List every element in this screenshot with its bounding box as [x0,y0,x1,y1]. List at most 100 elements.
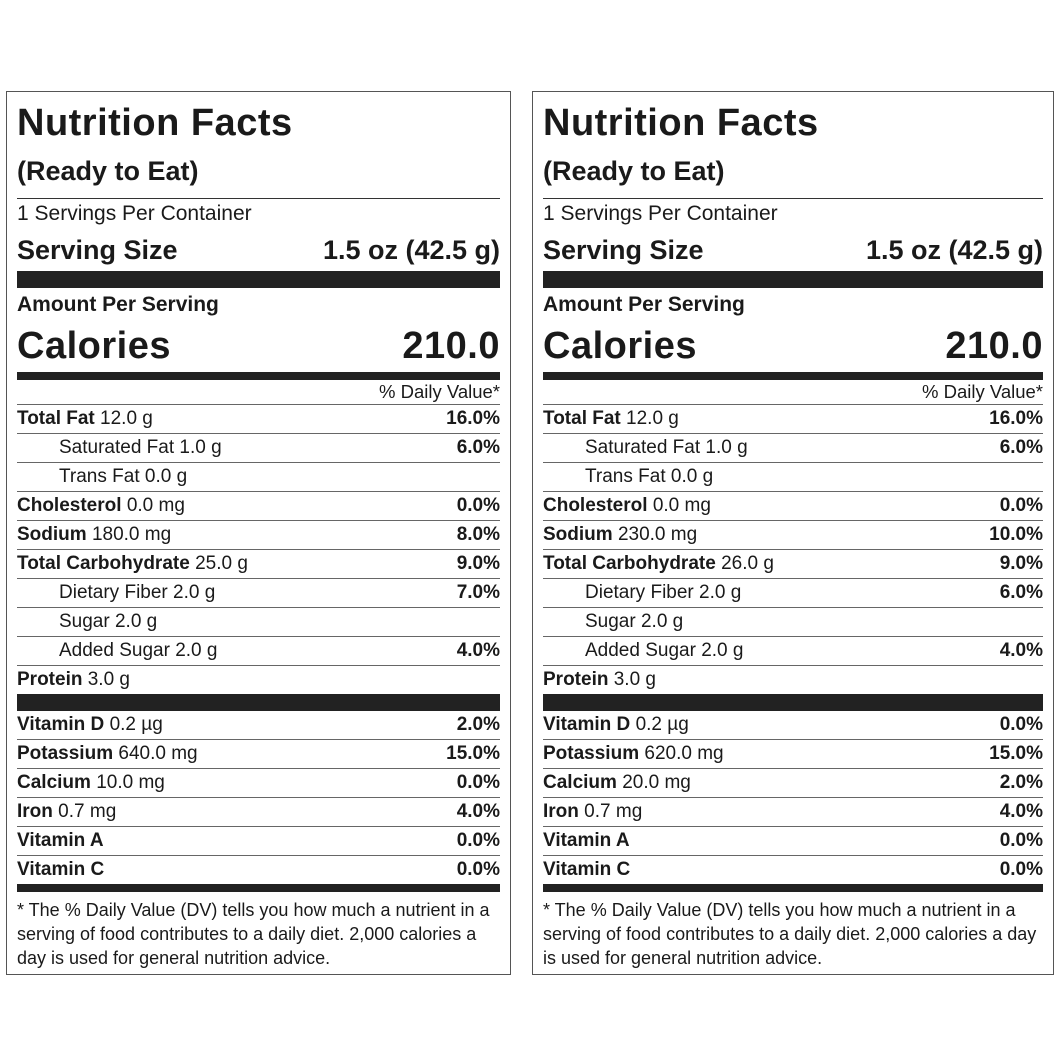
vitamin-row: Vitamin A 0.0% [17,826,500,855]
nutrient-name: Total Fat [17,408,95,429]
footnote: * The % Daily Value (DV) tells you how m… [17,900,490,968]
nutrient-row: Total Fat 12.0 g 16.0% [17,404,500,433]
vitamin-row: Vitamin A 0.0% [543,826,1043,855]
vitamin-row: Iron 0.7 mg 4.0% [17,797,500,826]
vitamin-row: Vitamin D 0.2 µg 0.0% [543,711,1043,739]
thick-divider [543,694,1043,711]
vitamin-name: Vitamin A [543,830,630,851]
nutrient-amount: 12.0 g [100,408,153,429]
nutrient-name: Dietary Fiber [59,582,168,603]
footnote: * The % Daily Value (DV) tells you how m… [543,900,1037,968]
nutrient-name: Trans Fat [59,466,140,487]
vitamin-amount: 0.7 mg [584,801,643,822]
vitamin-dv: 15.0% [989,743,1043,764]
calories-row: Calories 210.0 [17,320,500,372]
vitamin-row: Calcium 20.0 mg 2.0% [543,768,1043,797]
nutrient-dv: 16.0% [446,408,500,429]
nutrient-name: Sugar [585,611,636,632]
thick-divider [543,271,1043,288]
protein-row: Protein 3.0 g [543,665,1043,694]
nutrient-amount: 0.0 g [670,466,714,487]
vitamin-amount: 10.0 mg [96,772,165,793]
vitamin-amount: 0.7 mg [58,801,117,822]
serving-size-row: Serving Size 1.5 oz (42.5 g) [17,229,500,271]
nutrition-label-right: Nutrition Facts (Ready to Eat) 1 Serving… [532,91,1054,975]
nutrient-dv: 4.0% [456,640,500,661]
nutrient-row: Cholesterol 0.0 mg 0.0% [17,491,500,520]
divider [17,198,500,199]
servings-per-container: 1 Servings Per Container [17,202,252,225]
nutrient-amount: 1.0 g [179,437,222,458]
vitamin-name: Vitamin C [17,859,105,880]
nutrient-row: Sodium 180.0 mg 8.0% [17,520,500,549]
nutrient-name: Sodium [17,524,87,545]
vitamin-dv: 2.0% [999,772,1043,793]
vitamin-name: Vitamin A [17,830,104,851]
vitamin-dv: 0.0% [999,859,1043,880]
nutrient-amount: 2.0 g [699,582,742,603]
vitamin-row: Potassium 620.0 mg 15.0% [543,739,1043,768]
nutrient-row: Added Sugar 2.0 g 4.0% [543,636,1043,665]
nutrient-row: Total Carbohydrate 25.0 g 9.0% [17,549,500,578]
protein-amount: 3.0 g [87,669,130,690]
nutrient-row: Total Carbohydrate 26.0 g 9.0% [543,549,1043,578]
nutrient-amount: 2.0 g [640,611,684,632]
vitamin-name: Vitamin C [543,859,631,880]
vitamin-row: Iron 0.7 mg 4.0% [543,797,1043,826]
vitamin-name: Calcium [543,772,617,793]
vitamin-dv: 0.0% [456,859,500,880]
nutrient-amount: 2.0 g [173,582,216,603]
calories-label: Calories [17,325,171,367]
medium-divider [543,884,1043,892]
amount-per-serving: Amount Per Serving [17,293,219,316]
nutrient-name: Trans Fat [585,466,666,487]
vitamin-row: Potassium 640.0 mg 15.0% [17,739,500,768]
nutrient-name: Sodium [543,524,613,545]
nutrient-row: Dietary Fiber 2.0 g 6.0% [543,578,1043,607]
medium-divider [17,372,500,380]
medium-divider [17,884,500,892]
vitamin-row: Vitamin D 0.2 µg 2.0% [17,711,500,739]
nutrient-amount: 25.0 g [195,553,248,574]
vitamin-dv: 0.0% [456,830,500,851]
nutrient-dv: 16.0% [989,408,1043,429]
vitamin-row: Vitamin C 0.0% [17,855,500,884]
nutrient-amount: 230.0 mg [617,524,698,545]
vitamin-row: Calcium 10.0 mg 0.0% [17,768,500,797]
protein-amount: 3.0 g [613,669,656,690]
vitamin-row: Vitamin C 0.0% [543,855,1043,884]
vitamin-amount: 0.2 µg [635,714,689,735]
thick-divider [17,694,500,711]
nutrient-row: Cholesterol 0.0 mg 0.0% [543,491,1043,520]
nutrient-row: Saturated Fat 1.0 g 6.0% [543,433,1043,462]
nutrient-dv: 6.0% [456,437,500,458]
nutrient-amount: 26.0 g [721,553,774,574]
nutrient-name: Total Carbohydrate [17,553,190,574]
nutrient-dv: 6.0% [999,582,1043,603]
calories-value: 210.0 [945,325,1043,367]
vitamin-name: Iron [543,801,579,822]
nutrient-row: Dietary Fiber 2.0 g 7.0% [17,578,500,607]
amount-per-serving: Amount Per Serving [543,293,745,316]
thick-divider [17,271,500,288]
nutrition-label-left: Nutrition Facts (Ready to Eat) 1 Serving… [6,91,511,975]
nutrient-name: Added Sugar [59,640,170,661]
nutrient-dv: 9.0% [999,553,1043,574]
nutrient-amount: 0.0 mg [126,495,185,516]
label-subtitle: (Ready to Eat) [17,156,199,186]
nutrient-row: Added Sugar 2.0 g 4.0% [17,636,500,665]
nutrient-row: Total Fat 12.0 g 16.0% [543,404,1043,433]
daily-value-header: % Daily Value* [922,381,1043,402]
nutrient-amount: 0.0 mg [652,495,711,516]
nutrient-row: Sodium 230.0 mg 10.0% [543,520,1043,549]
nutrient-amount: 180.0 mg [91,524,172,545]
serving-size-label: Serving Size [17,235,178,265]
nutrient-name: Total Fat [543,408,621,429]
vitamin-dv: 0.0% [456,772,500,793]
protein-row: Protein 3.0 g [17,665,500,694]
vitamin-dv: 4.0% [456,801,500,822]
vitamin-name: Iron [17,801,53,822]
vitamin-amount: 640.0 mg [118,743,198,764]
nutrient-dv: 10.0% [989,524,1043,545]
serving-size-value: 1.5 oz (42.5 g) [865,235,1043,265]
